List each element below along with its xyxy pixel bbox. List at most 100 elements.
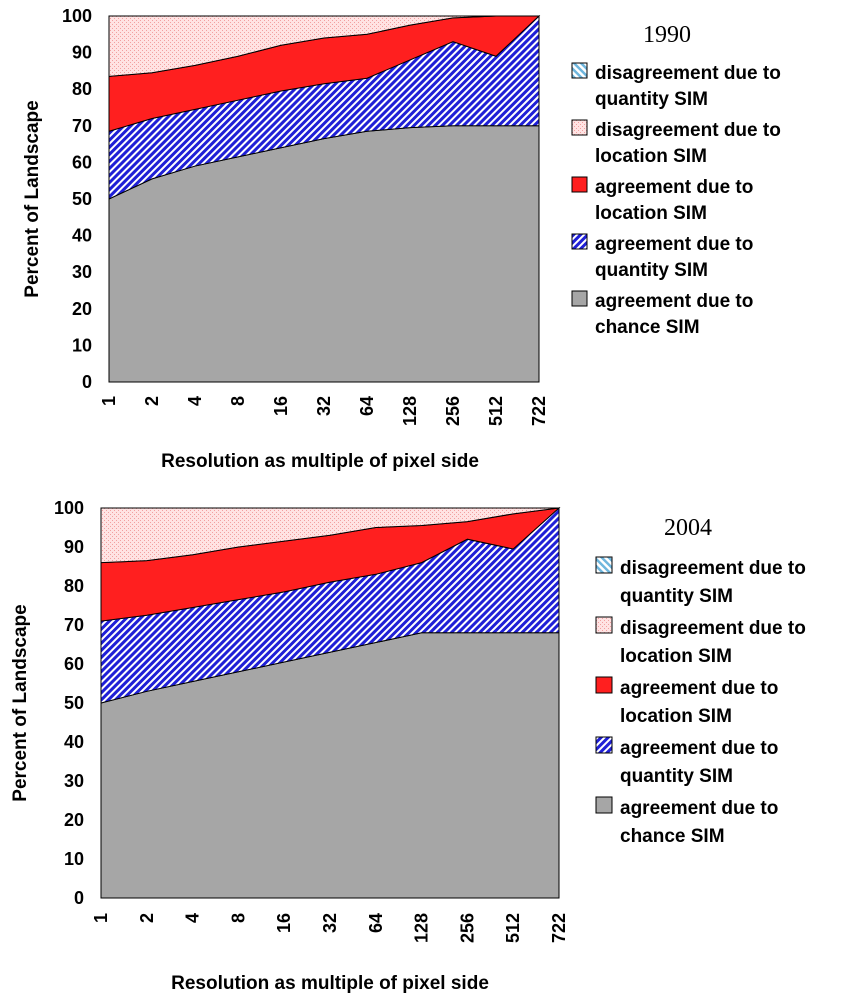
- x-tick-label: 32: [320, 913, 340, 933]
- chart-1990-areas: [108, 14, 541, 383]
- legend-swatch: [571, 176, 588, 193]
- legend-label: disagreement due to: [595, 120, 781, 141]
- legend-swatch: [595, 796, 613, 814]
- chart-2004-y-axis-title: Percent of Landscape: [10, 604, 31, 801]
- y-tick-label: 10: [64, 849, 84, 869]
- chart-2004: 0 10 20 30 40 50 60 70 80 90 100 1 2 4 8 16 32 64 128 256 5…: [10, 498, 806, 994]
- chart-1990-x-ticks: 1 2 4 8 16 32 64 128 256 512 722: [99, 396, 549, 426]
- chart-1990: 0 10 20 30 40 50 60 70 80 90 100 1 2 4 8 16 32 64 128 256 5…: [22, 6, 781, 472]
- x-tick-label: 512: [503, 913, 523, 943]
- legend-swatch: [595, 556, 613, 574]
- x-tick-label: 128: [412, 913, 432, 943]
- legend-label: location SIM: [595, 146, 707, 167]
- legend-label: quantity SIM: [595, 260, 708, 281]
- legend-label: chance SIM: [620, 826, 725, 847]
- y-tick-label: 60: [72, 152, 92, 172]
- x-tick-label: 2: [137, 913, 157, 923]
- legend-item: disagreement due to quantity SIM: [571, 62, 781, 110]
- legend-label: location SIM: [595, 203, 707, 224]
- y-tick-label: 20: [72, 299, 92, 319]
- legend-swatch: [571, 290, 588, 307]
- y-tick-label: 10: [72, 335, 92, 355]
- chart-1990-x-axis-title: Resolution as multiple of pixel side: [161, 451, 479, 472]
- y-tick-label: 70: [64, 615, 84, 635]
- legend-item: disagreement due to location SIM: [571, 119, 781, 167]
- chart-2004-y-ticks: 0 10 20 30 40 50 60 70 80 90 100: [54, 498, 84, 908]
- legend-label: disagreement due to: [620, 558, 806, 579]
- chart-2004-areas: [100, 506, 561, 899]
- legend-swatch: [571, 62, 588, 79]
- y-tick-label: 50: [64, 693, 84, 713]
- legend-label: location SIM: [620, 646, 732, 667]
- legend-label: agreement due to: [620, 678, 778, 699]
- x-tick-label: 32: [314, 396, 334, 416]
- x-tick-label: 722: [549, 913, 569, 943]
- legend-item: agreement due to quantity SIM: [595, 736, 778, 787]
- x-tick-label: 256: [443, 396, 463, 426]
- y-tick-label: 30: [64, 771, 84, 791]
- y-tick-label: 80: [64, 576, 84, 596]
- legend-item: agreement due to chance SIM: [571, 290, 753, 338]
- x-tick-label: 2: [142, 396, 162, 406]
- x-tick-label: 4: [183, 913, 203, 923]
- chart-2004-x-axis-title: Resolution as multiple of pixel side: [171, 973, 489, 994]
- legend-item: disagreement due to location SIM: [595, 616, 806, 667]
- legend-label: agreement due to: [595, 177, 753, 198]
- legend-swatch: [571, 233, 588, 250]
- legend-label: agreement due to: [595, 291, 753, 312]
- x-tick-label: 8: [228, 396, 248, 406]
- x-tick-label: 16: [274, 913, 294, 933]
- legend-label: disagreement due to: [595, 63, 781, 84]
- legend-swatch: [571, 119, 588, 136]
- y-tick-label: 40: [72, 226, 92, 246]
- legend-item: disagreement due to quantity SIM: [595, 556, 806, 607]
- legend-item: agreement due to location SIM: [595, 676, 778, 727]
- x-tick-label: 64: [366, 913, 386, 933]
- chart-1990-plot-frame: [108, 15, 540, 383]
- legend-label: location SIM: [620, 706, 732, 727]
- y-tick-label: 20: [64, 810, 84, 830]
- y-tick-label: 70: [72, 116, 92, 136]
- legend-label: agreement due to: [620, 798, 778, 819]
- x-tick-label: 4: [185, 396, 205, 406]
- chart-2004-plot-frame: [100, 507, 560, 899]
- legend-label: agreement due to: [595, 234, 753, 255]
- chart-1990-y-ticks: 0 10 20 30 40 50 60 70 80 90 100: [62, 6, 92, 392]
- y-tick-label: 90: [64, 537, 84, 557]
- legend-item: agreement due to quantity SIM: [571, 233, 753, 281]
- legend-swatch: [595, 616, 613, 634]
- chart-2004-title: 2004: [664, 515, 712, 541]
- x-tick-label: 1: [91, 913, 111, 923]
- x-tick-label: 722: [529, 396, 549, 426]
- legend-label: disagreement due to: [620, 618, 806, 639]
- x-tick-label: 64: [357, 396, 377, 416]
- chart-1990-title: 1990: [643, 22, 691, 48]
- y-tick-label: 50: [72, 189, 92, 209]
- legend-label: chance SIM: [595, 317, 700, 338]
- x-tick-label: 16: [271, 396, 291, 416]
- y-tick-label: 100: [54, 498, 84, 518]
- chart-2004-x-ticks: 1 2 4 8 16 32 64 128 256 512 722: [91, 913, 569, 943]
- legend-swatch: [595, 676, 613, 694]
- y-tick-label: 30: [72, 262, 92, 282]
- chart-1990-y-axis-title: Percent of Landscape: [22, 100, 43, 297]
- legend-item: agreement due to chance SIM: [595, 796, 778, 847]
- x-tick-label: 256: [457, 913, 477, 943]
- y-tick-label: 60: [64, 654, 84, 674]
- y-tick-label: 80: [72, 79, 92, 99]
- x-tick-label: 512: [486, 396, 506, 426]
- y-tick-label: 0: [82, 372, 92, 392]
- y-tick-label: 90: [72, 43, 92, 63]
- x-tick-label: 128: [400, 396, 420, 426]
- legend-label: agreement due to: [620, 738, 778, 759]
- y-tick-label: 0: [74, 888, 84, 908]
- legend-label: quantity SIM: [595, 89, 708, 110]
- y-tick-label: 40: [64, 732, 84, 752]
- legend-swatch: [595, 736, 613, 754]
- legend-label: quantity SIM: [620, 586, 733, 607]
- y-tick-label: 100: [62, 6, 92, 26]
- x-tick-label: 1: [99, 396, 119, 406]
